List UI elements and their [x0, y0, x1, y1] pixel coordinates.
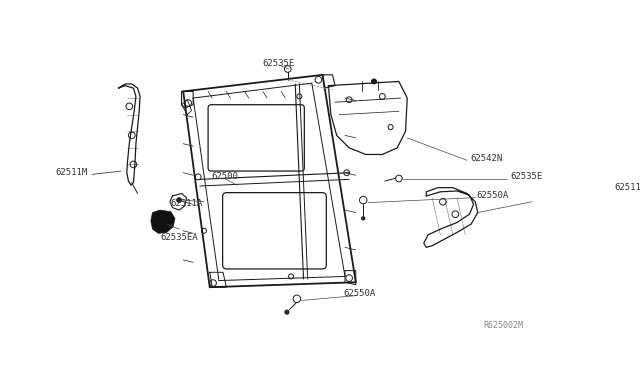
Polygon shape [151, 210, 175, 233]
Text: R625002M: R625002M [483, 321, 524, 330]
Text: 62500: 62500 [211, 172, 238, 182]
Text: 62511M: 62511M [56, 168, 88, 177]
Circle shape [362, 217, 365, 220]
Text: 62550A: 62550A [476, 192, 508, 201]
Text: 62535EA: 62535EA [160, 233, 198, 242]
Text: 62535E: 62535E [510, 172, 542, 182]
Text: 62535E: 62535E [262, 59, 295, 68]
Circle shape [285, 310, 289, 314]
Text: 62511A: 62511A [171, 199, 203, 208]
Text: 62511N: 62511N [614, 183, 640, 192]
Circle shape [177, 198, 182, 203]
Circle shape [372, 79, 376, 84]
Text: 62542N: 62542N [470, 154, 502, 163]
Text: 62550A: 62550A [343, 289, 375, 298]
